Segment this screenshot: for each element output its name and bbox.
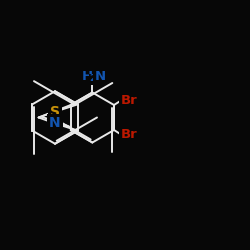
Text: S: S [50, 105, 60, 119]
Text: Br: Br [121, 94, 138, 107]
Text: Br: Br [121, 128, 138, 141]
Text: N: N [94, 70, 106, 83]
Text: N: N [49, 116, 61, 130]
Text: 2: 2 [90, 74, 96, 83]
Text: H: H [81, 70, 92, 83]
